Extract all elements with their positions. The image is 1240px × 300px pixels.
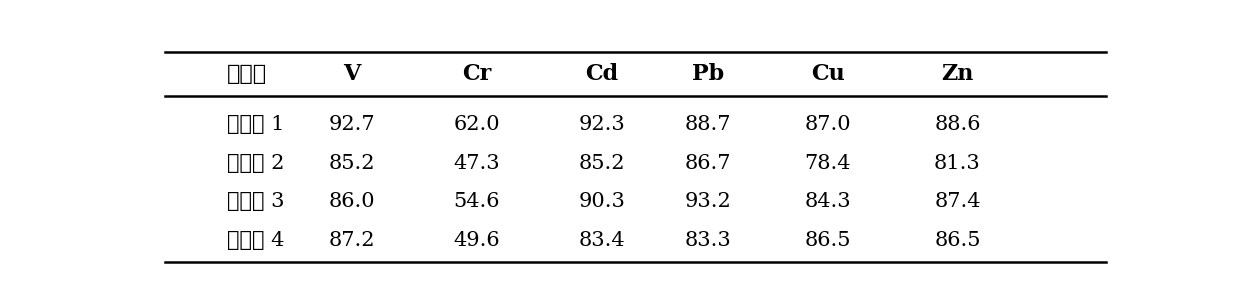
Text: 47.3: 47.3: [454, 154, 500, 172]
Text: Cr: Cr: [463, 63, 491, 85]
Text: 实施例 3: 实施例 3: [227, 192, 284, 211]
Text: 86.0: 86.0: [329, 192, 376, 211]
Text: 88.6: 88.6: [934, 116, 981, 134]
Text: 49.6: 49.6: [454, 231, 500, 250]
Text: 78.4: 78.4: [805, 154, 851, 172]
Text: 88.7: 88.7: [684, 116, 730, 134]
Text: 实施例 4: 实施例 4: [227, 231, 284, 250]
Text: 83.4: 83.4: [579, 231, 625, 250]
Text: 85.2: 85.2: [329, 154, 376, 172]
Text: 85.2: 85.2: [579, 154, 625, 172]
Text: 87.2: 87.2: [329, 231, 376, 250]
Text: 93.2: 93.2: [684, 192, 730, 211]
Text: 86.5: 86.5: [805, 231, 851, 250]
Text: 实施例 2: 实施例 2: [227, 154, 284, 172]
Text: 92.7: 92.7: [329, 116, 376, 134]
Text: 83.3: 83.3: [684, 231, 730, 250]
Text: Pb: Pb: [692, 63, 724, 85]
Text: 重金属: 重金属: [227, 63, 267, 85]
Text: Cu: Cu: [811, 63, 844, 85]
Text: 90.3: 90.3: [578, 192, 625, 211]
Text: 86.7: 86.7: [684, 154, 730, 172]
Text: Cd: Cd: [585, 63, 619, 85]
Text: 62.0: 62.0: [454, 116, 500, 134]
Text: 54.6: 54.6: [454, 192, 500, 211]
Text: 81.3: 81.3: [934, 154, 981, 172]
Text: 87.0: 87.0: [805, 116, 851, 134]
Text: 84.3: 84.3: [805, 192, 851, 211]
Text: 92.3: 92.3: [579, 116, 625, 134]
Text: 实施例 1: 实施例 1: [227, 116, 284, 134]
Text: 87.4: 87.4: [934, 192, 981, 211]
Text: V: V: [343, 63, 361, 85]
Text: Zn: Zn: [941, 63, 973, 85]
Text: 86.5: 86.5: [934, 231, 981, 250]
